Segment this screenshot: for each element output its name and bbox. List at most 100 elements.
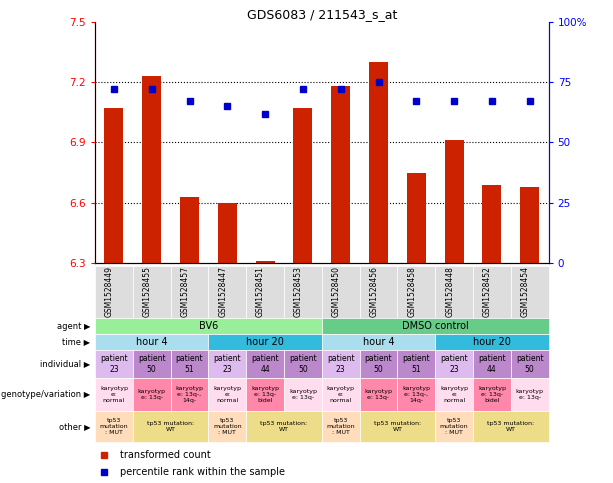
Text: individual ▶: individual ▶ xyxy=(40,359,91,369)
Bar xyxy=(95,350,133,378)
Text: patient
23: patient 23 xyxy=(100,354,128,373)
Text: GSM1528452: GSM1528452 xyxy=(483,267,492,317)
Text: karyotyp
e: 13q-: karyotyp e: 13q- xyxy=(516,389,544,400)
Text: karyotyp
e: 13q-,
14q-: karyotyp e: 13q-, 14q- xyxy=(175,386,204,403)
Bar xyxy=(133,350,170,378)
Text: patient
44: patient 44 xyxy=(478,354,506,373)
Bar xyxy=(322,411,360,442)
Title: GDS6083 / 211543_s_at: GDS6083 / 211543_s_at xyxy=(246,8,397,21)
Bar xyxy=(133,266,170,318)
Bar xyxy=(369,62,388,263)
Text: tp53 mutation:
WT: tp53 mutation: WT xyxy=(374,421,421,432)
Text: BV6: BV6 xyxy=(199,321,218,331)
Bar xyxy=(246,350,284,378)
Bar xyxy=(208,378,246,411)
Bar xyxy=(360,266,397,318)
Bar xyxy=(511,378,549,411)
Text: patient
50: patient 50 xyxy=(365,354,392,373)
Bar xyxy=(407,172,426,263)
Bar xyxy=(284,266,322,318)
Text: patient
50: patient 50 xyxy=(516,354,544,373)
Bar xyxy=(218,203,237,263)
Bar xyxy=(133,378,170,411)
Text: patient
23: patient 23 xyxy=(327,354,354,373)
Text: tp53 mutation:
WT: tp53 mutation: WT xyxy=(261,421,308,432)
Bar xyxy=(104,108,123,263)
Bar xyxy=(95,266,133,318)
Text: GSM1528457: GSM1528457 xyxy=(180,267,189,317)
Text: karyotyp
e:
normal: karyotyp e: normal xyxy=(440,386,468,403)
Bar xyxy=(397,378,435,411)
Bar xyxy=(473,350,511,378)
Text: tp53 mutation:
WT: tp53 mutation: WT xyxy=(487,421,535,432)
Text: patient
51: patient 51 xyxy=(176,354,204,373)
Text: karyotyp
e:
normal: karyotyp e: normal xyxy=(213,386,242,403)
Text: transformed count: transformed count xyxy=(120,450,211,460)
Text: karyotyp
e: 13q-,
14q-: karyotyp e: 13q-, 14q- xyxy=(402,386,430,403)
Text: GSM1528458: GSM1528458 xyxy=(407,267,416,317)
Bar xyxy=(294,108,313,263)
Bar xyxy=(256,261,275,263)
Text: patient
44: patient 44 xyxy=(251,354,279,373)
Bar xyxy=(435,350,473,378)
Bar xyxy=(322,318,549,334)
Text: hour 4: hour 4 xyxy=(363,337,394,347)
Bar xyxy=(142,76,161,263)
Bar xyxy=(246,411,322,442)
Bar xyxy=(246,378,284,411)
Text: genotype/variation ▶: genotype/variation ▶ xyxy=(1,390,91,399)
Bar xyxy=(360,378,397,411)
Text: karyotyp
e: 13q-: karyotyp e: 13q- xyxy=(365,389,392,400)
Bar xyxy=(473,378,511,411)
Bar xyxy=(444,141,463,263)
Text: GSM1528451: GSM1528451 xyxy=(256,267,265,317)
Text: other ▶: other ▶ xyxy=(59,422,91,431)
Text: agent ▶: agent ▶ xyxy=(57,322,91,331)
Text: karyotyp
e: 13q-: karyotyp e: 13q- xyxy=(289,389,317,400)
Text: GSM1528453: GSM1528453 xyxy=(294,267,303,317)
Text: tp53
mutation
: MUT: tp53 mutation : MUT xyxy=(326,418,355,435)
Text: tp53
mutation
: MUT: tp53 mutation : MUT xyxy=(99,418,128,435)
Text: time ▶: time ▶ xyxy=(63,338,91,346)
Bar xyxy=(511,350,549,378)
Text: hour 20: hour 20 xyxy=(246,337,284,347)
Bar xyxy=(284,350,322,378)
Bar xyxy=(482,185,501,263)
Bar xyxy=(435,378,473,411)
Bar xyxy=(208,411,246,442)
Bar xyxy=(170,266,208,318)
Bar xyxy=(322,334,435,350)
Bar xyxy=(360,411,435,442)
Text: GSM1528454: GSM1528454 xyxy=(520,267,530,317)
Text: patient
50: patient 50 xyxy=(138,354,166,373)
Bar xyxy=(95,378,133,411)
Text: GSM1528456: GSM1528456 xyxy=(370,267,378,317)
Bar xyxy=(435,334,549,350)
Bar xyxy=(208,350,246,378)
Text: GSM1528449: GSM1528449 xyxy=(105,267,114,317)
Text: hour 20: hour 20 xyxy=(473,337,511,347)
Text: tp53 mutation:
WT: tp53 mutation: WT xyxy=(147,421,194,432)
Bar xyxy=(133,411,208,442)
Text: hour 4: hour 4 xyxy=(136,337,167,347)
Bar xyxy=(331,86,350,263)
Bar xyxy=(520,187,539,263)
Bar xyxy=(435,266,473,318)
Text: GSM1528450: GSM1528450 xyxy=(332,267,341,317)
Text: karyotyp
e:
normal: karyotyp e: normal xyxy=(327,386,355,403)
Text: GSM1528455: GSM1528455 xyxy=(143,267,152,317)
Text: karyotyp
e: 13q-
bidel: karyotyp e: 13q- bidel xyxy=(478,386,506,403)
Bar xyxy=(208,334,322,350)
Text: tp53
mutation
: MUT: tp53 mutation : MUT xyxy=(440,418,468,435)
Bar xyxy=(397,350,435,378)
Bar xyxy=(511,266,549,318)
Bar xyxy=(95,334,208,350)
Bar xyxy=(208,266,246,318)
Text: karyotyp
e: 13q-
bidel: karyotyp e: 13q- bidel xyxy=(251,386,279,403)
Text: GSM1528448: GSM1528448 xyxy=(445,267,454,317)
Bar xyxy=(95,411,133,442)
Bar xyxy=(397,266,435,318)
Bar xyxy=(473,411,549,442)
Text: patient
23: patient 23 xyxy=(440,354,468,373)
Text: patient
23: patient 23 xyxy=(213,354,241,373)
